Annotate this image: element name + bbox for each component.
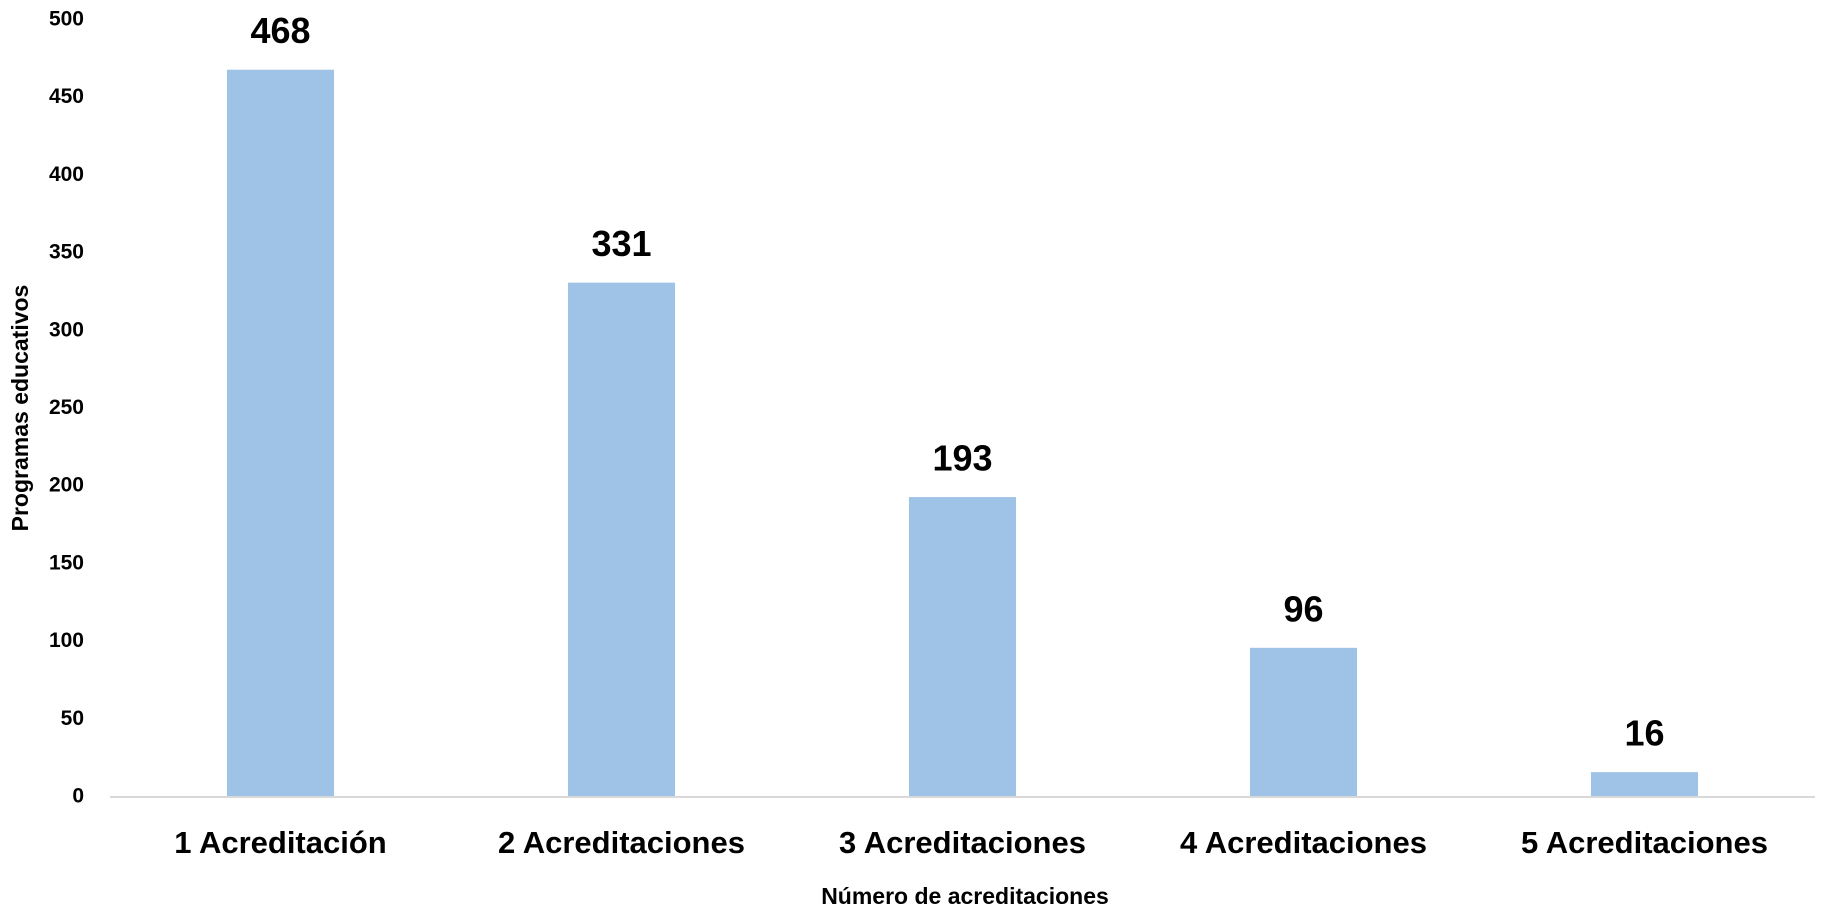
y-tick-label: 150	[49, 551, 84, 574]
y-tick-label: 200	[49, 474, 84, 497]
y-tick-label: 350	[49, 241, 84, 264]
data-label: 468	[250, 10, 310, 51]
bar	[908, 497, 1017, 797]
x-axis-title: Número de acreditaciones	[821, 883, 1109, 909]
data-label: 16	[1624, 713, 1664, 754]
x-tick-label: 4 Acreditaciones	[1180, 825, 1427, 860]
data-label: 193	[932, 438, 992, 479]
data-label: 331	[591, 223, 651, 264]
y-tick-label: 50	[61, 707, 84, 730]
x-tick-label: 5 Acreditaciones	[1521, 825, 1768, 860]
y-tick-label: 500	[49, 8, 84, 31]
x-tick-label: 2 Acreditaciones	[498, 825, 745, 860]
y-tick-label: 0	[72, 785, 84, 808]
y-axis-title: Programas educativos	[7, 285, 33, 532]
y-tick-label: 250	[49, 396, 84, 419]
y-tick-label: 100	[49, 629, 84, 652]
y-tick-label: 450	[49, 85, 84, 108]
x-tick-label: 3 Acreditaciones	[839, 825, 1086, 860]
bar	[226, 69, 335, 797]
bar	[1249, 647, 1358, 797]
x-tick-label: 1 Acreditación	[174, 825, 386, 860]
bar	[1590, 772, 1699, 797]
bar	[567, 282, 676, 798]
data-label: 96	[1283, 588, 1323, 629]
y-tick-label: 300	[49, 318, 84, 341]
y-tick-label: 400	[49, 163, 84, 186]
